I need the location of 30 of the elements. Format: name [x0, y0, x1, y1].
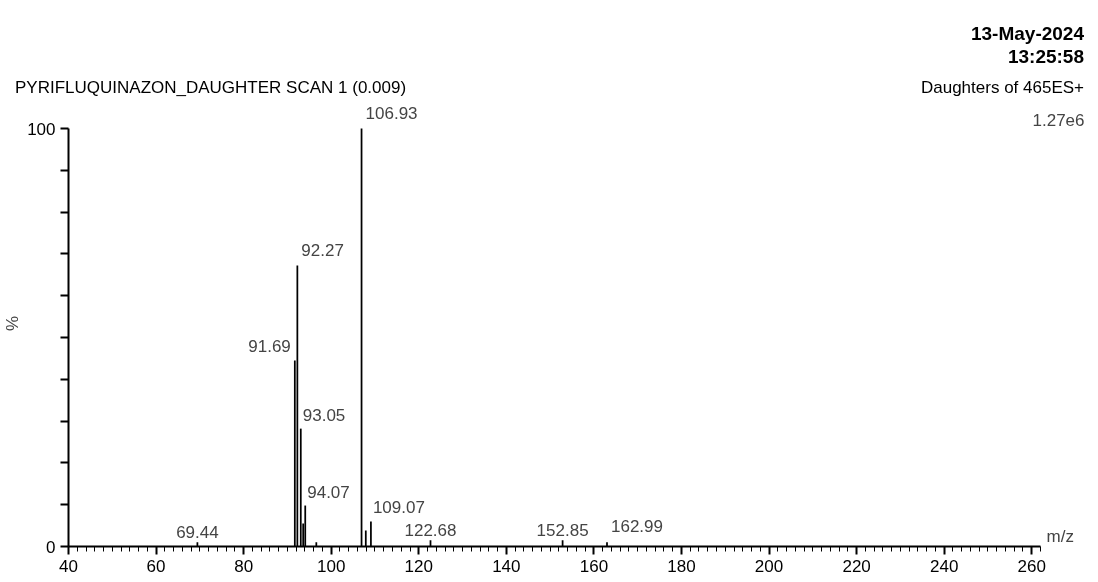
- y-tick-label: 0: [46, 537, 56, 557]
- annotation: 94.07: [307, 482, 350, 502]
- x-tick-label: 180: [667, 556, 696, 576]
- annotation: 152.85: [536, 521, 589, 541]
- x-tick-label: 160: [579, 556, 609, 576]
- x-tick-label: 100: [317, 556, 346, 576]
- x-axis-title: m/z: [1046, 526, 1074, 546]
- x-tick-label: 140: [492, 556, 521, 576]
- x-tick-label: 220: [842, 556, 871, 576]
- annotation: 106.93: [365, 103, 418, 123]
- annotation: 122.68: [404, 521, 457, 541]
- y-axis-title: %: [3, 315, 23, 332]
- annotation: 69.44: [176, 523, 219, 543]
- chart-title: PYRIFLUQUINAZON_DAUGHTER SCAN 1 (0.009): [15, 77, 407, 99]
- annotation: 93.05: [302, 405, 346, 425]
- text: 13:25:58: [1007, 45, 1084, 69]
- x-tick-label: 200: [754, 556, 784, 576]
- x-tick-label: 260: [1017, 556, 1046, 576]
- text: 13-May-2024: [970, 22, 1084, 46]
- annotation: 92.27: [301, 240, 344, 260]
- annotation: 91.69: [248, 337, 291, 357]
- x-tick-label: 80: [234, 556, 254, 576]
- x-tick-label: 40: [59, 556, 78, 576]
- x-tick-label: 60: [146, 556, 166, 576]
- annotation: 1.27e6: [1032, 110, 1085, 130]
- x-tick-label: 240: [929, 556, 959, 576]
- annotation: 162.99: [611, 517, 663, 537]
- annotation: 109.07: [372, 498, 425, 518]
- x-tick-label: 120: [404, 556, 433, 576]
- text: Daughters of 465ES+: [920, 77, 1084, 99]
